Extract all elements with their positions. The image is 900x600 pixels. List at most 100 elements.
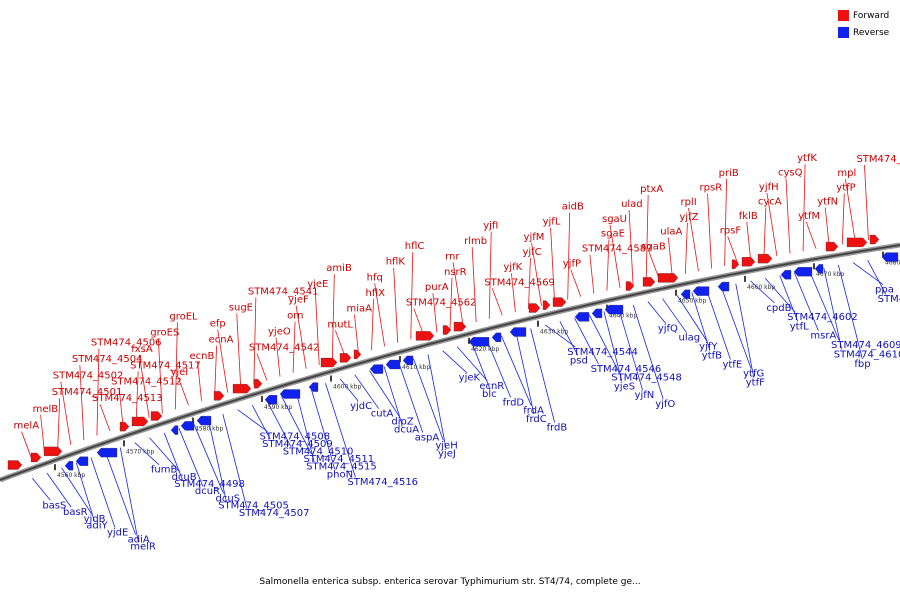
- gene-label-yjfc: yjfC: [522, 247, 541, 258]
- leader-line: [75, 462, 95, 521]
- gene-label-msra: msrA: [810, 331, 836, 342]
- backbone-track: [0, 242, 900, 483]
- leader-line: [174, 322, 178, 410]
- gene-label-cyca: cycA: [758, 196, 782, 207]
- track-line: [0, 244, 900, 481]
- gene-label-ytff: ytfF: [746, 378, 765, 389]
- leader-line: [354, 314, 359, 354]
- leader-line: [667, 237, 673, 277]
- label-leader-lines: [21, 164, 887, 542]
- reverse-swatch: [838, 27, 849, 38]
- leader-line: [90, 457, 116, 528]
- leader-line: [134, 442, 160, 465]
- leader-line: [32, 478, 51, 501]
- gene-label-nsrr: nsrR: [444, 267, 467, 278]
- gene-label-cysq: cysQ: [778, 168, 803, 179]
- gene-label-rpsf: rpsF: [720, 225, 742, 236]
- legend: Forward Reverse: [838, 8, 900, 42]
- leader-line: [763, 207, 767, 259]
- gene-label-fxsa: fxsA: [131, 344, 153, 355]
- gene-label-stm474-4498: STM474_4498: [174, 479, 245, 490]
- gene-label-stm474-4569: STM474_4569: [484, 277, 555, 288]
- reverse-gene: [279, 389, 301, 399]
- leader-line: [794, 272, 819, 331]
- gene-label-blc: blc: [482, 389, 497, 400]
- forward-gene: [552, 297, 567, 307]
- leader-line: [157, 338, 163, 414]
- leader-line: [256, 353, 268, 381]
- gene-label-basr: basR: [63, 507, 88, 518]
- gene-label-stm474-4614: STM474_4614: [856, 154, 900, 165]
- gene-label-stm474-4544: STM474_4544: [567, 347, 638, 358]
- leader-line: [808, 269, 840, 341]
- gene-label-stm474-4509: STM474_4509: [262, 439, 333, 450]
- reverse-gene: [369, 364, 384, 374]
- gene-label-yjdb: yjdB: [84, 514, 106, 525]
- tick-label: 4630 kbp: [540, 329, 568, 336]
- leader-line: [841, 193, 845, 245]
- leader-line: [371, 298, 374, 350]
- gene-label-ytfb: ytfB: [702, 350, 722, 361]
- leader-line: [374, 283, 386, 347]
- leader-line: [609, 224, 621, 288]
- gene-label-ptxa: ptxA: [640, 184, 663, 195]
- gene-label-stm474-4542: STM474_4542: [249, 342, 320, 353]
- forward-gene: [542, 300, 551, 310]
- gene-label-cuta: cutA: [371, 409, 394, 420]
- leader-line: [457, 346, 488, 382]
- gene-label-suge: sugE: [229, 303, 253, 314]
- gene-label-stm474-4541: STM474_4541: [248, 286, 319, 297]
- reverse-gene: [75, 456, 89, 466]
- leader-line: [442, 350, 467, 373]
- leader-line: [662, 298, 687, 333]
- tick-label: 4590 kbp: [264, 404, 292, 411]
- gene-label-sgau: sgaU: [602, 214, 627, 225]
- gene-label-dcur: dcuR: [195, 486, 220, 497]
- tick-label: 4620 kbp: [471, 346, 499, 353]
- leader-line: [398, 362, 424, 433]
- reverse-gene: [881, 252, 899, 262]
- gene-label-ppa: ppa: [875, 285, 894, 296]
- gene-label-yjfi: yjfI: [483, 221, 498, 232]
- gene-label-yjfp: yjfP: [563, 259, 581, 270]
- gene-label-stm474-4548: STM474_4548: [611, 373, 682, 384]
- leader-line: [606, 239, 610, 291]
- reverse-gene: [468, 337, 490, 347]
- leader-line: [369, 370, 400, 417]
- gene-label-yjfo: yjfO: [655, 399, 675, 410]
- leader-line: [178, 428, 204, 487]
- gene-label-dcua: dcuA: [394, 424, 419, 435]
- leader-line: [724, 178, 728, 266]
- forward-gene: [320, 357, 338, 368]
- leader-line: [295, 305, 307, 369]
- gene-label-ytfp: ytfP: [836, 182, 855, 193]
- leader-line: [691, 292, 711, 351]
- leader-line: [339, 378, 359, 402]
- forward-gene: [213, 391, 225, 401]
- gene-label-miaa: miaA: [346, 304, 372, 315]
- gene-label-prib: priB: [719, 168, 739, 179]
- leader-line: [427, 354, 447, 449]
- forward-gene: [7, 460, 23, 470]
- gene-label-fklb: fklB: [739, 211, 758, 222]
- gene-label-yjde: yjdE: [107, 528, 128, 539]
- leader-line: [864, 165, 869, 241]
- gene-label-yjfh: yjfH: [759, 182, 779, 193]
- gene-label-ulag: ulag: [679, 333, 701, 344]
- gene-label-yjfm: yjfM: [524, 232, 545, 243]
- gene-label-stm474-4516: STM474_4516: [347, 477, 418, 488]
- leader-line: [325, 382, 356, 478]
- leader-line: [528, 257, 531, 310]
- gene-label-yjef: yjeF: [288, 295, 309, 306]
- reverse-gene: [717, 281, 730, 292]
- leader-line: [413, 308, 425, 336]
- leader-line: [823, 267, 843, 350]
- forward-gene: [119, 422, 130, 432]
- gene-label-hflx: hflX: [366, 288, 386, 299]
- leader-line: [648, 252, 660, 280]
- leader-line: [60, 381, 72, 445]
- tick-label: 4580 kbp: [195, 426, 223, 433]
- forward-gene: [869, 234, 880, 245]
- gene-label-dcus: dcuS: [216, 493, 241, 504]
- leader-line: [727, 236, 739, 264]
